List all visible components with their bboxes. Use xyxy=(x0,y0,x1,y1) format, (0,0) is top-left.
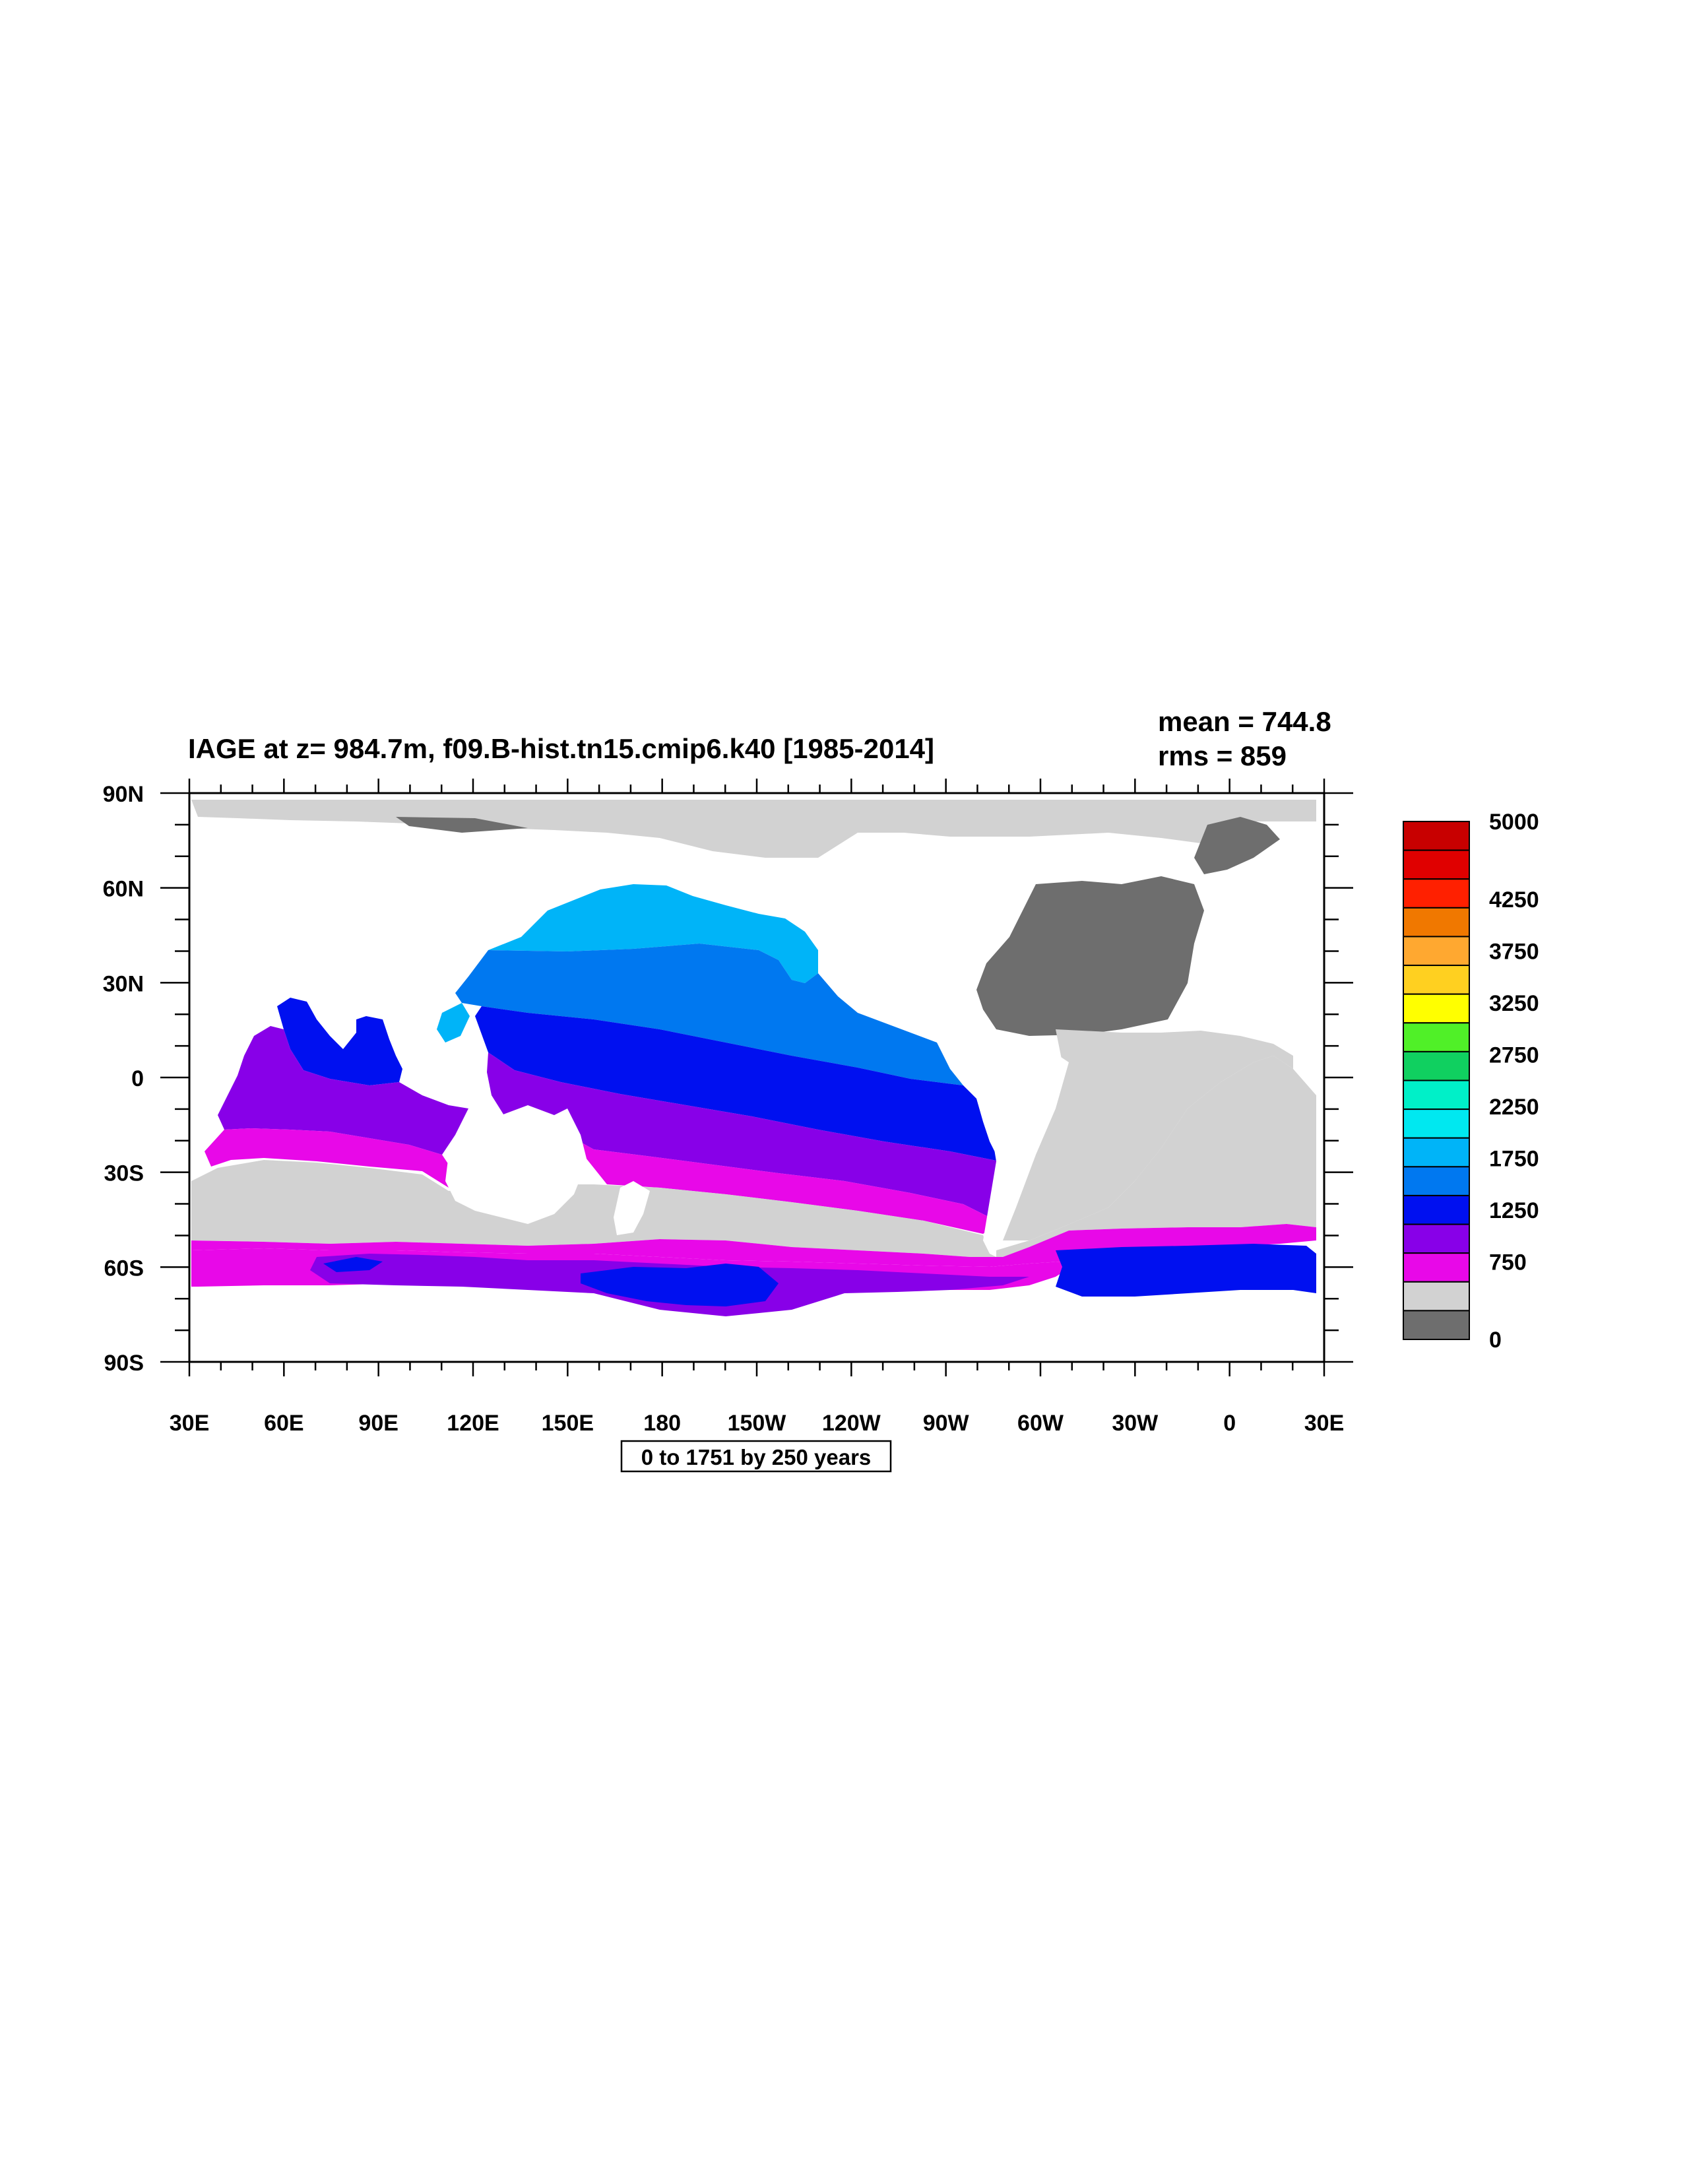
longitude-label: 0 xyxy=(1223,1411,1236,1436)
ocean-age-map xyxy=(189,793,1324,1362)
colorbar-box xyxy=(1403,1079,1470,1110)
latitude-label: 0 xyxy=(131,1066,144,1091)
colorbar-box xyxy=(1403,1022,1470,1052)
contour-info-box xyxy=(620,1440,892,1473)
longitude-label: 90W xyxy=(923,1411,970,1436)
colorbar-box xyxy=(1403,878,1470,909)
colorbar-box xyxy=(1403,1223,1470,1254)
colorbar-label: 1250 xyxy=(1489,1198,1539,1223)
north-pacific-subtropical xyxy=(455,944,963,1085)
south-pacific-edge xyxy=(567,1135,1000,1234)
latitude-label: 90S xyxy=(104,1351,144,1376)
contour-info-label: 0 to 1751 by 250 years xyxy=(641,1445,872,1469)
southern-ocean-north-band xyxy=(191,1224,1316,1267)
north-atlantic xyxy=(976,876,1204,1036)
mean-label: mean = 744.8 xyxy=(1158,706,1331,737)
colorbar xyxy=(1403,821,1470,1341)
north-pacific-subpolar xyxy=(488,884,818,983)
land-south-america xyxy=(983,1043,1069,1254)
southern-ocean-blue-atlantic xyxy=(1056,1244,1316,1297)
rms-label: rms = 859 xyxy=(1158,740,1287,771)
indian-ocean-south xyxy=(205,1128,455,1188)
longitude-label: 60W xyxy=(1017,1411,1064,1436)
colorbar-box xyxy=(1403,821,1470,851)
colorbar-box xyxy=(1403,1108,1470,1139)
colorbar-label: 3250 xyxy=(1489,991,1539,1016)
colorbar-box xyxy=(1403,936,1470,967)
longitude-label: 30W xyxy=(1112,1411,1159,1436)
colorbar-label: 5000 xyxy=(1489,810,1539,835)
colorbar-label: 2750 xyxy=(1489,1043,1539,1068)
colorbar-label: 750 xyxy=(1489,1250,1527,1275)
longitude-labels: 30E 60E 90E 120E 150E 180 150W 120W 90W 60W 30W 0 30… xyxy=(170,1411,1345,1436)
south-atlantic-gray xyxy=(996,1029,1293,1240)
axis-ticks xyxy=(160,779,1353,1376)
latitude-label: 60N xyxy=(103,877,144,902)
colorbar-labels: 5000 4250 3750 3250 2750 2250 1750 1250 750 0 xyxy=(1489,810,1539,1353)
longitude-label: 120E xyxy=(447,1411,499,1436)
longitude-label: 180 xyxy=(643,1411,681,1436)
southern-ocean-blue-pacific xyxy=(581,1264,779,1306)
indian-ocean-north xyxy=(277,998,402,1085)
colorbar-box xyxy=(1403,1050,1470,1081)
colorbar-box xyxy=(1403,1310,1470,1341)
colorbar-box xyxy=(1403,965,1470,995)
colorbar-label: 4250 xyxy=(1489,887,1539,913)
longitude-label: 150E xyxy=(542,1411,594,1436)
colorbar-box xyxy=(1403,1166,1470,1196)
latitude-label: 30S xyxy=(104,1161,144,1186)
map-frame xyxy=(160,779,1353,1376)
longitude-label: 90E xyxy=(358,1411,398,1436)
colorbar-box xyxy=(1403,1252,1470,1283)
colorbar-box xyxy=(1403,993,1470,1024)
land-new-zealand xyxy=(614,1181,650,1235)
latitude-label: 60S xyxy=(104,1256,144,1281)
arctic-dark-patch xyxy=(396,817,528,833)
latitude-label: 30N xyxy=(103,971,144,996)
colorbar-box xyxy=(1403,1194,1470,1225)
longitude-label: 60E xyxy=(264,1411,304,1436)
south-pacific-subtropical xyxy=(487,1052,1002,1217)
land-australia xyxy=(445,1105,587,1224)
colorbar-box xyxy=(1403,1281,1470,1312)
colorbar-box xyxy=(1403,849,1470,880)
latitude-labels: 90N 60N 30N 0 30S 60S 90S xyxy=(103,782,144,1376)
colorbar-label: 0 xyxy=(1489,1328,1502,1353)
tropical-pacific xyxy=(475,1006,1000,1161)
longitude-label: 120W xyxy=(822,1411,881,1436)
colorbar-box xyxy=(1403,1137,1470,1168)
arctic-region xyxy=(191,800,1316,858)
colorbar-label: 3750 xyxy=(1489,939,1539,964)
indian-ocean-central xyxy=(218,1026,468,1155)
longitude-label: 30E xyxy=(1304,1411,1345,1436)
latitude-label: 90N xyxy=(103,782,144,807)
colorbar-label: 1750 xyxy=(1489,1146,1539,1171)
longitude-label: 150W xyxy=(728,1411,787,1436)
longitude-label: 30E xyxy=(170,1411,210,1436)
southern-ocean-blue-indian xyxy=(323,1257,383,1272)
japan-sea xyxy=(437,1003,470,1043)
colorbar-label: 2250 xyxy=(1489,1095,1539,1120)
land-islands xyxy=(924,993,963,1019)
baffin-dark-patch xyxy=(1194,817,1280,874)
plot-title: IAGE at z= 984.7m, f09.B-hist.tn15.cmip6… xyxy=(188,733,934,764)
colorbar-box xyxy=(1403,907,1470,938)
